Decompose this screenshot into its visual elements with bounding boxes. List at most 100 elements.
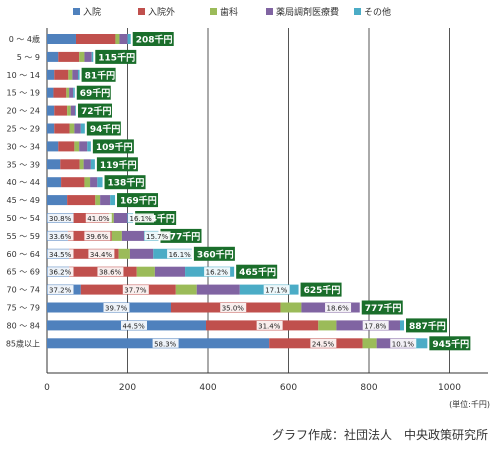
- total-label-box: [160, 228, 202, 243]
- bar-segment: [113, 213, 128, 223]
- category-label: 80 ～ 84: [7, 321, 40, 330]
- bar-segment: [54, 105, 68, 116]
- segment-label-box: [310, 338, 337, 348]
- bar-segment: [79, 141, 88, 152]
- category-label: 55 ～ 59: [7, 232, 40, 241]
- bar-segment: [77, 69, 80, 80]
- segment-label-box: [263, 285, 290, 295]
- bar-segment: [154, 266, 186, 277]
- segment-label-box: [47, 213, 74, 223]
- bar-segment: [83, 159, 91, 170]
- segment-label-box: [84, 231, 111, 241]
- bar-segment: [90, 159, 95, 170]
- segment-label: 37.2%: [49, 287, 72, 295]
- bar-segment: [75, 105, 76, 116]
- segment-label: 58.3%: [154, 340, 177, 348]
- total-label: 887千円: [409, 320, 446, 332]
- total-label: 465千円: [239, 266, 276, 278]
- segment-label: 37.7%: [124, 287, 147, 295]
- bar-segment: [136, 266, 155, 277]
- bar-segment: [119, 34, 128, 44]
- legend-swatch: [73, 8, 80, 15]
- segment-label: 16.1%: [169, 251, 192, 259]
- total-label-box: [406, 318, 448, 333]
- category-label: 0 ～ 4歳: [9, 34, 40, 44]
- bar-segment: [318, 320, 337, 331]
- bar-segment: [69, 123, 75, 134]
- segment-label: 31.4%: [258, 322, 281, 330]
- total-label: 277千円: [163, 230, 200, 242]
- total-label: 115千円: [98, 51, 135, 63]
- segment-label: 15.7%: [146, 233, 169, 241]
- total-label-box: [95, 49, 137, 64]
- category-label: 35 ～ 39: [7, 160, 40, 169]
- bar-segment: [74, 141, 80, 152]
- segment-label-box: [47, 231, 74, 241]
- total-label-box: [81, 67, 116, 82]
- bar-segment: [95, 195, 101, 206]
- legend-swatch: [354, 8, 361, 15]
- unit-label: (単位:千円): [449, 399, 490, 409]
- total-label-box: [132, 32, 174, 46]
- legend-swatch: [266, 8, 273, 15]
- total-label: 109千円: [96, 141, 133, 153]
- bar-segment: [118, 248, 130, 259]
- bar-segment: [175, 284, 197, 295]
- segment-label: 34.4%: [90, 251, 113, 259]
- category-label: 60 ～ 64: [7, 250, 40, 259]
- bar-segment: [54, 123, 70, 134]
- legend-label: 薬局調剤医療費: [276, 6, 339, 18]
- bar-segment: [72, 69, 78, 80]
- total-label: 360千円: [197, 248, 234, 260]
- segment-label: 30.8%: [49, 215, 72, 223]
- legend-label: 歯科: [220, 6, 238, 18]
- bar-segment: [129, 248, 154, 259]
- category-label: 70 ～ 74: [7, 286, 40, 295]
- bar-segment: [97, 177, 103, 188]
- bar-segment: [54, 69, 69, 80]
- legend-label: その他: [364, 6, 391, 18]
- total-label-box: [300, 282, 342, 297]
- bar-segment: [61, 177, 85, 188]
- legend-label: 入院外: [148, 6, 175, 18]
- legend-swatch: [210, 8, 217, 15]
- segment-label: 39.7%: [105, 305, 128, 313]
- x-tick-label: 600: [280, 383, 297, 393]
- segment-label: 16.2%: [206, 269, 229, 277]
- bar-segment: [111, 230, 122, 241]
- segment-label: 17.1%: [265, 287, 288, 295]
- total-label-box: [236, 264, 278, 279]
- x-tick-label: 800: [360, 383, 377, 393]
- category-label: 20 ～ 24: [7, 107, 40, 116]
- segment-label-box: [103, 303, 130, 312]
- total-label: 119千円: [100, 159, 137, 171]
- segment-label: 33.6%: [49, 233, 72, 241]
- bar-segment: [280, 302, 302, 313]
- total-label-box: [193, 246, 235, 261]
- total-label-box: [361, 300, 403, 315]
- bar-segment: [67, 105, 71, 116]
- bar-segment: [399, 320, 405, 331]
- bar-segment: [196, 284, 240, 295]
- bar-segment: [67, 195, 96, 206]
- segment-label: 16.1%: [130, 215, 153, 223]
- legend-label: 入院: [83, 6, 101, 18]
- category-label: 75 ～ 79: [7, 304, 40, 313]
- segment-label: 44.5%: [122, 322, 145, 330]
- category-label: 85歳以上: [6, 338, 40, 348]
- total-label-box: [117, 193, 159, 208]
- bar-segment: [47, 141, 59, 152]
- segment-label: 18.6%: [327, 305, 350, 313]
- total-label-box: [92, 139, 134, 154]
- segment-label-box: [128, 213, 154, 223]
- total-label-box: [76, 85, 111, 100]
- bar-segment: [91, 51, 94, 62]
- total-label: 625千円: [304, 284, 341, 296]
- bar-segment: [100, 195, 111, 206]
- category-label: 30 ～ 34: [7, 142, 40, 151]
- segment-label-box: [88, 249, 115, 259]
- segment-label-box: [167, 249, 194, 259]
- category-label: 10 ～ 14: [7, 71, 40, 80]
- total-label: 69千円: [80, 87, 111, 99]
